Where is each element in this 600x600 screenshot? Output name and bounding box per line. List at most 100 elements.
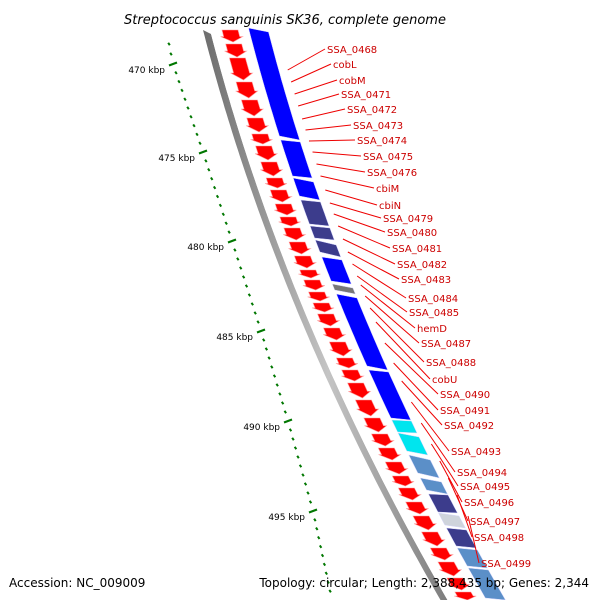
forward-gene-arrow (293, 255, 317, 269)
kbp-tick-label: 485 kbp (216, 333, 253, 343)
gene-label: SSA_0490 (440, 390, 490, 401)
minor-tick (270, 365, 274, 369)
cog-segment (292, 177, 321, 201)
major-tick (198, 149, 208, 155)
major-tick (227, 238, 237, 244)
forward-gene-arrow (269, 189, 293, 203)
minor-tick (318, 544, 323, 549)
minor-tick (296, 455, 300, 459)
leader-line (329, 202, 382, 219)
gene-label: SSA_0498 (474, 533, 524, 544)
forward-gene-arrow (446, 577, 471, 591)
minor-tick (298, 464, 303, 468)
forward-gene-arrow (312, 302, 335, 313)
cog-segment (397, 432, 429, 456)
minor-tick (186, 106, 190, 110)
minor-tick (210, 176, 214, 181)
leader-line (467, 515, 480, 564)
leader-line (360, 284, 416, 329)
cog-segment (368, 369, 412, 421)
cog-segment (456, 547, 488, 569)
gene-label: SSA_0474 (357, 136, 407, 147)
gene-label: hemD (417, 324, 447, 335)
minor-tick (169, 52, 173, 56)
gene-label: SSA_0484 (408, 294, 458, 305)
minor-tick (253, 311, 257, 315)
minor-tick (308, 500, 313, 504)
minor-tick (264, 347, 269, 351)
gene-labels: SSA_0468 cobL cobM SSA_0471 SSA_0472 SSA_0473… (327, 45, 531, 570)
minor-tick (275, 383, 279, 387)
map-title: Streptococcus sanguinis SK36, complete g… (124, 13, 446, 28)
gene-label: SSA_0473 (353, 121, 403, 132)
major-tick (308, 508, 318, 514)
leader-line (290, 63, 332, 83)
cog-segment (408, 454, 440, 479)
gene-label: SSA_0499 (481, 559, 531, 570)
gene-label: SSA_0475 (363, 152, 413, 163)
forward-gene-arrow (384, 461, 409, 475)
gene-label: SSA_0497 (470, 517, 520, 528)
minor-tick (180, 88, 184, 93)
forward-gene-arrow (246, 117, 270, 133)
gene-label: cbiN (379, 201, 401, 212)
minor-tick (320, 553, 325, 558)
leader-line (420, 422, 456, 473)
gene-label: SSA_0488 (426, 358, 476, 369)
forward-gene-arrow (323, 327, 347, 341)
gene-label: SSA_0491 (440, 406, 490, 417)
minor-tick (283, 410, 287, 414)
gene-label: SSA_0493 (451, 447, 501, 458)
forward-gene-arrow (260, 161, 284, 177)
label-leader-lines (287, 48, 480, 564)
gene-label: SSA_0492 (444, 421, 494, 432)
gene-label: SSA_0476 (367, 168, 417, 179)
forward-gene-arrow (412, 515, 437, 531)
minor-tick (221, 212, 225, 217)
minor-tick (267, 356, 271, 360)
minor-tick (227, 230, 231, 234)
leader-line (375, 321, 431, 380)
minor-tick (198, 141, 202, 145)
gene-label: SSA_0471 (341, 90, 391, 101)
minor-tick (301, 473, 305, 477)
cog-segment (314, 239, 342, 258)
minor-tick (272, 374, 277, 378)
forward-gene-arrow (220, 29, 244, 43)
minor-tick (218, 203, 223, 208)
minor-tick (189, 115, 193, 119)
leader-line (456, 494, 473, 538)
gene-label: cbiM (376, 184, 399, 195)
forward-gene-arrow (341, 369, 365, 382)
forward-gene-arrow (298, 269, 321, 279)
forward-gene-arrow (391, 475, 415, 487)
forward-gene-arrow (405, 501, 430, 515)
gene-label: cobL (333, 60, 357, 71)
major-tick (168, 61, 178, 67)
minor-tick (317, 535, 321, 540)
leader-line (337, 225, 391, 249)
minor-tick (204, 159, 208, 163)
leader-line (320, 175, 375, 189)
minor-tick (328, 589, 332, 593)
cog-category-track (248, 27, 506, 600)
gene-label: cobU (432, 375, 457, 386)
minor-tick (280, 401, 285, 405)
minor-tick (207, 168, 211, 172)
gene-label: SSA_0472 (347, 105, 397, 116)
leader-line (325, 189, 378, 206)
minor-tick (256, 320, 260, 324)
minor-tick (278, 392, 282, 396)
gene-label: SSA_0496 (464, 498, 514, 509)
leader-line (352, 263, 407, 299)
cog-segment (391, 419, 418, 434)
forward-gene-arrow (397, 487, 422, 501)
kbp-tick-label: 470 kbp (128, 66, 165, 76)
leader-line (364, 295, 420, 344)
forward-gene-arrow (347, 382, 372, 399)
minor-tick (291, 437, 295, 441)
forward-gene-arrow (224, 43, 248, 58)
minor-tick (239, 266, 243, 270)
minor-tick (293, 446, 298, 450)
